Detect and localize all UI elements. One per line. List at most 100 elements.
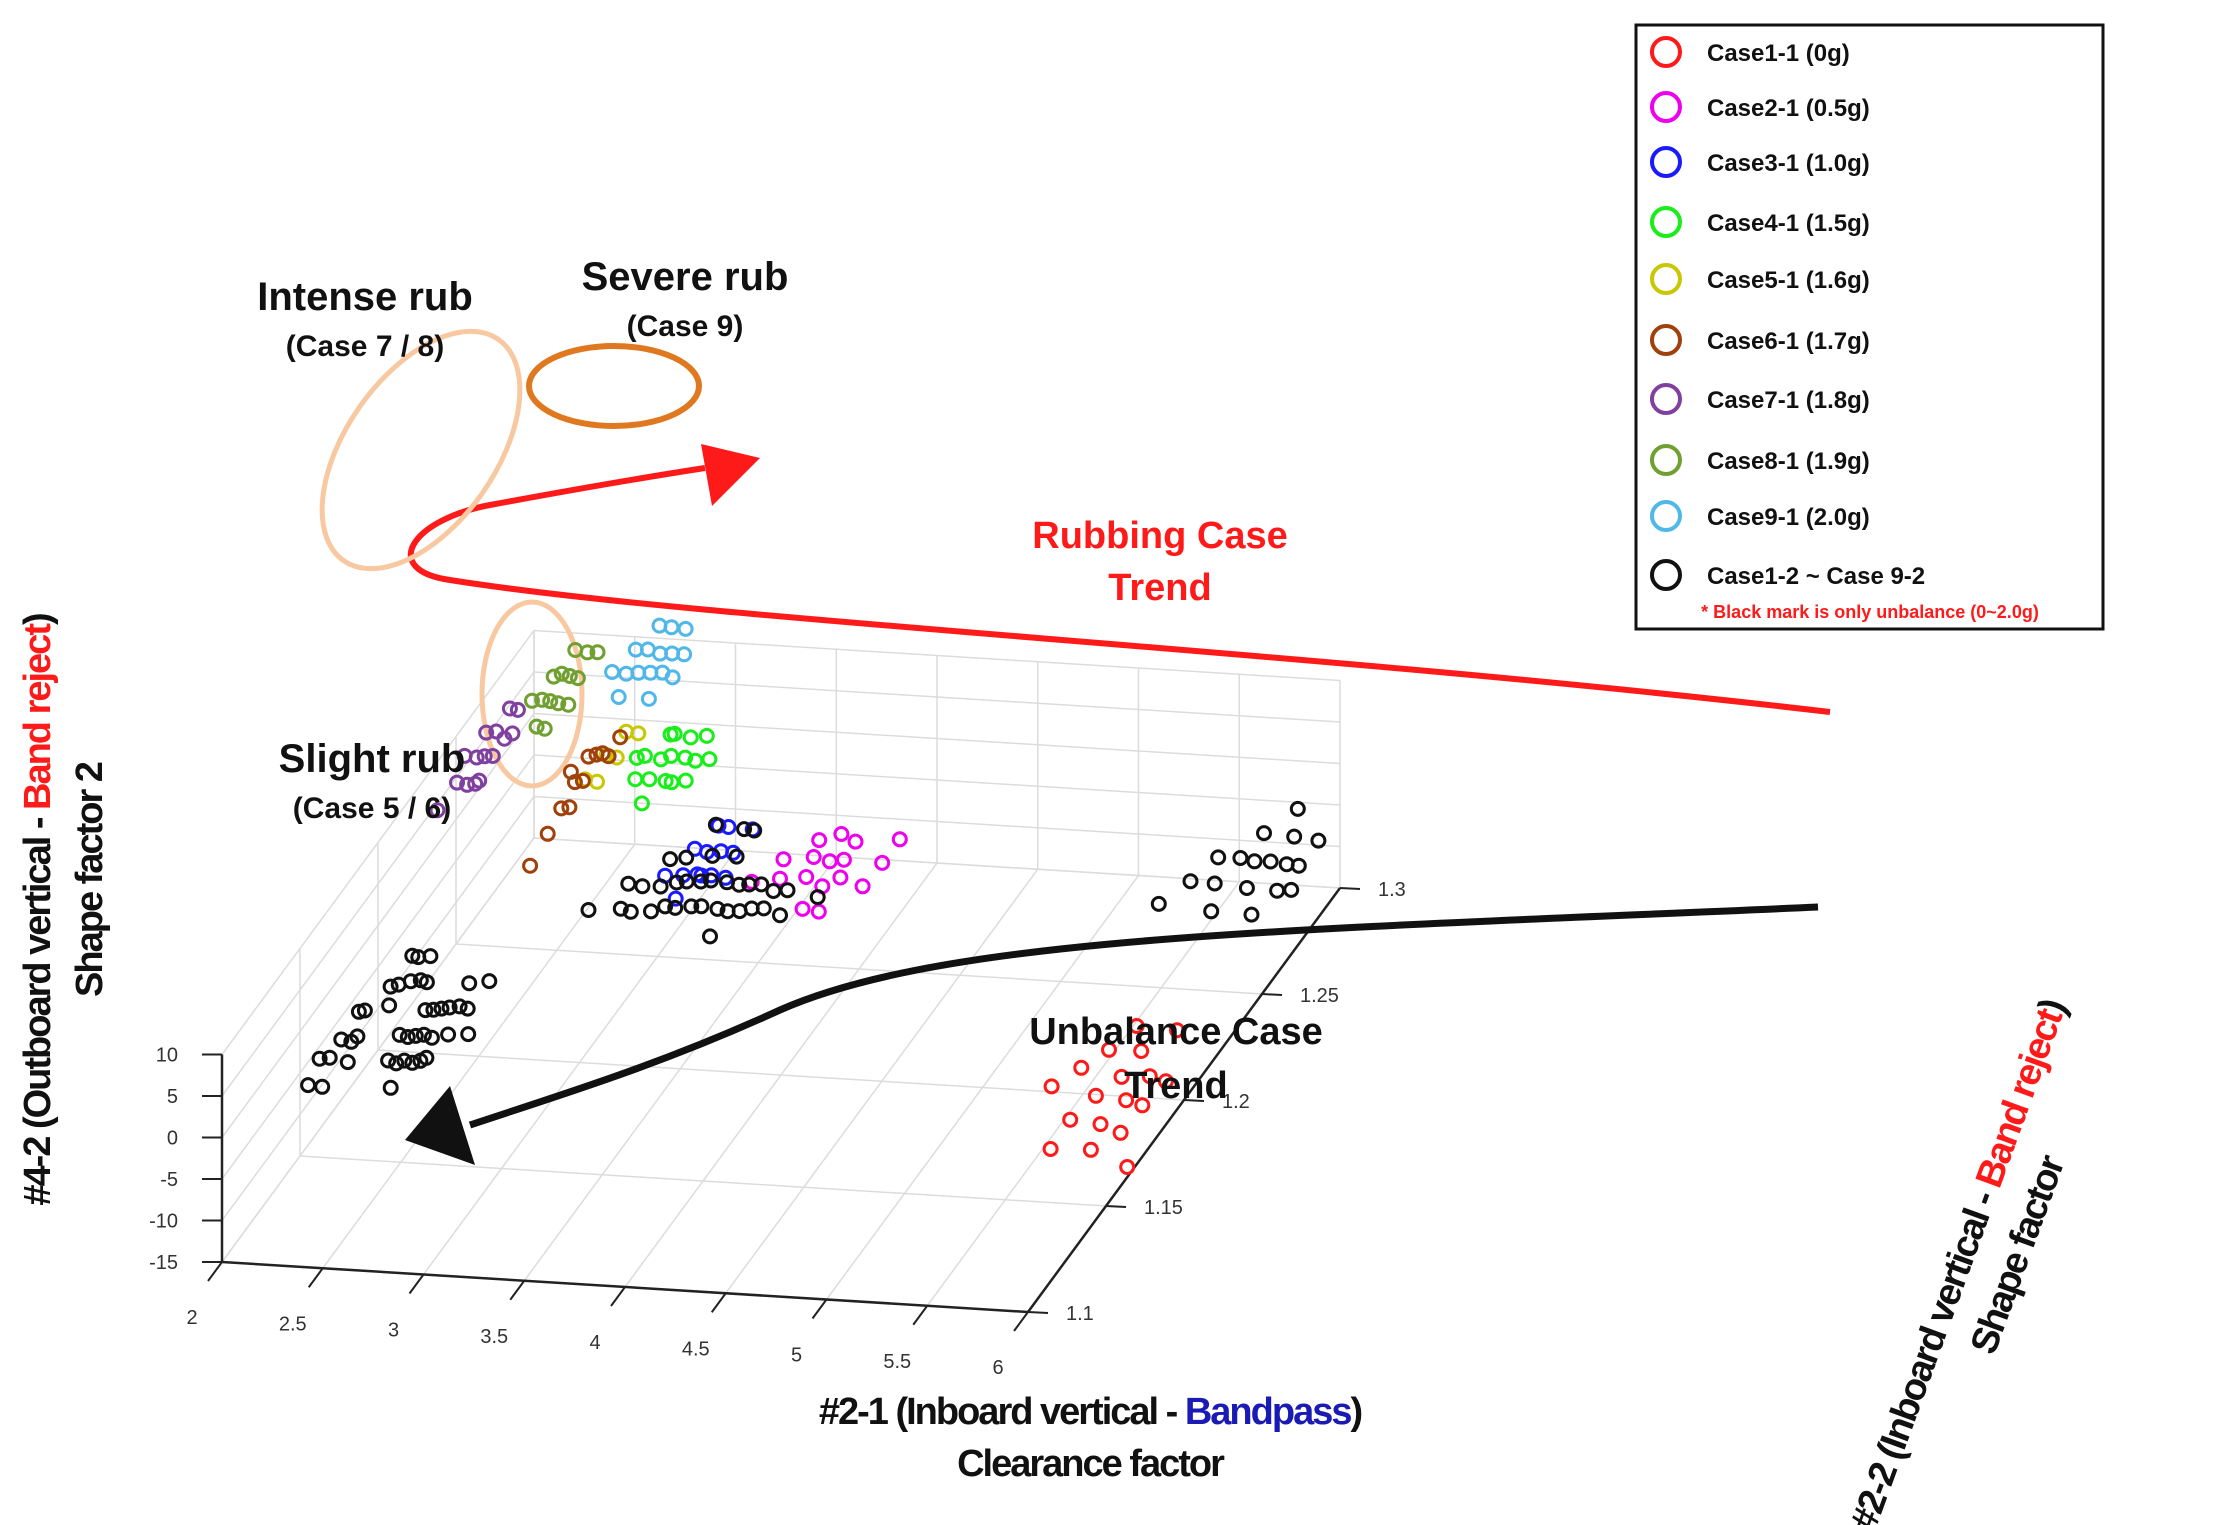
data-point: [683, 898, 700, 915]
data-point: [832, 869, 849, 886]
data-point: [433, 1000, 450, 1017]
data-point: [1082, 1141, 1099, 1158]
data-point: [692, 873, 709, 890]
data-point: [1062, 1111, 1079, 1128]
data-point: [579, 644, 596, 661]
y-tick-label: 1.1: [1066, 1303, 1094, 1325]
data-point: [612, 729, 629, 746]
data-point: [709, 900, 726, 917]
y-tick-label: 1.15: [1144, 1197, 1183, 1219]
data-point: [1182, 873, 1199, 890]
data-point: [652, 878, 669, 895]
data-point: [382, 1079, 399, 1096]
series-9: [604, 617, 694, 707]
data-point: [356, 1002, 373, 1019]
data-point: [1262, 853, 1279, 870]
data-point: [693, 898, 710, 915]
y-tick-label: 1.3: [1378, 879, 1406, 901]
data-point: [677, 620, 694, 637]
legend: Case1-1 (0g) Case2-1 (0.5g) Case3-1 (1.0g)…: [1634, 23, 2105, 631]
y-tick-label: 1.2: [1222, 1091, 1250, 1113]
x-axis-title-highlight: Bandpass: [1185, 1391, 1351, 1433]
data-point: [600, 748, 617, 765]
data-point: [643, 903, 659, 920]
x-tick-label: 5: [791, 1345, 802, 1367]
x-axis-title-suffix: ): [1350, 1391, 1361, 1433]
data-point: [811, 832, 828, 849]
data-point: [676, 646, 693, 663]
z-tick-label: -10: [149, 1211, 178, 1233]
data-point: [874, 854, 891, 871]
data-point: [612, 900, 629, 917]
data-point: [333, 1031, 350, 1048]
data-point: [891, 831, 908, 848]
data-point: [417, 1002, 434, 1019]
legend-marker: [1650, 324, 1682, 356]
data-point: [1157, 1073, 1174, 1090]
data-point: [798, 869, 815, 885]
legend-note: * Black mark is only unbalance (0~2.0g): [1701, 602, 2039, 622]
series-4: [627, 725, 718, 812]
data-point: [702, 872, 719, 889]
data-point: [461, 975, 478, 992]
data-point: [1092, 1116, 1109, 1133]
legend-marker: [1650, 263, 1682, 295]
data-point: [835, 851, 852, 868]
x-tick-mark: [1013, 1311, 1029, 1332]
legend-label: Case6-1 (1.7g): [1707, 328, 1870, 355]
data-point: [542, 693, 559, 710]
data-point: [707, 816, 724, 833]
data-point: [701, 751, 718, 768]
x-tick-mark: [610, 1286, 626, 1307]
data-point: [779, 882, 796, 899]
data-point: [339, 1054, 356, 1071]
data-point: [1141, 1068, 1158, 1085]
data-point: [449, 774, 465, 791]
data-point: [667, 890, 684, 907]
data-point: [418, 974, 435, 991]
data-point: [704, 847, 721, 864]
data-point: [484, 748, 501, 764]
data-point: [1238, 880, 1255, 896]
data-point: [1289, 800, 1306, 817]
data-point: [667, 899, 684, 916]
data-point: [725, 844, 742, 861]
data-point: [666, 725, 683, 742]
data-point: [476, 748, 493, 765]
y-tick-mark: [1183, 1099, 1205, 1102]
data-point: [755, 900, 772, 917]
data-point: [634, 878, 651, 895]
data-point: [1169, 1022, 1185, 1039]
unbalance-trend-label: Unbalance Case: [1029, 1011, 1323, 1053]
data-point: [1087, 1087, 1104, 1104]
z-tick-label: 5: [167, 1086, 178, 1108]
data-point: [589, 644, 606, 661]
grid-line: [221, 754, 535, 1180]
series-10: [300, 800, 1327, 1096]
data-point: [399, 1029, 416, 1045]
x-axis-title: #2-1 (Inboard vertical - Bandpass) Clear…: [819, 1391, 1364, 1485]
data-point: [1256, 825, 1272, 842]
data-point: [382, 978, 399, 995]
data-point: [753, 876, 770, 893]
data-point: [1310, 832, 1327, 849]
data-point: [574, 772, 591, 789]
data-point: [509, 701, 526, 718]
x-tick-label: 2.5: [279, 1313, 307, 1335]
data-points: [300, 617, 1327, 1175]
data-point: [418, 1049, 435, 1066]
data-point: [440, 1026, 457, 1043]
data-point: [381, 997, 398, 1014]
legend-marker: [1650, 383, 1682, 415]
data-point: [441, 999, 458, 1016]
data-point: [682, 729, 699, 746]
series-1: [1042, 1018, 1185, 1175]
data-point: [580, 748, 597, 765]
data-point: [640, 690, 657, 707]
z-axis-title-highlight: Band reject: [17, 623, 59, 810]
data-point: [1206, 875, 1223, 892]
data-point: [620, 875, 637, 892]
data-point: [1243, 906, 1260, 923]
severe-rub-sublabel: (Case 9): [627, 310, 744, 343]
grid-line: [455, 943, 1263, 995]
